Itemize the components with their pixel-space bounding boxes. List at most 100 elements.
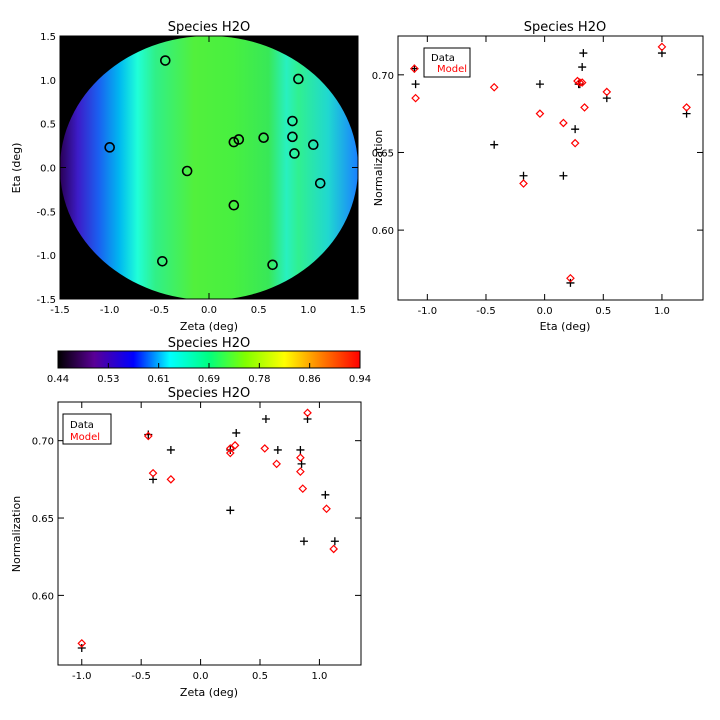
eta-plot-model-point [602, 87, 612, 97]
eta-plot-data-point [411, 80, 420, 89]
map-y-tick-label: -1.0 [36, 251, 56, 262]
zeta-plot-y-tick-label: 0.65 [32, 514, 54, 525]
colorbar-tick-label: 0.86 [299, 374, 321, 385]
eta-plot-x-axis: -1.0 -0.5 0.0 0.5 1.0 [418, 36, 670, 317]
zeta-plot-model-point [322, 504, 331, 514]
eta-plot-frame [397, 35, 704, 301]
zeta-plot-data-point [297, 459, 306, 468]
zeta-legend-box [62, 413, 112, 445]
eta-plot-model-point [580, 103, 589, 112]
map-y-tick-label: -0.5 [36, 207, 56, 218]
eta-plot-title: Species H2O [524, 20, 606, 35]
zeta-plot-ylabel: Normalization [10, 496, 23, 572]
zeta-plot-model-point [166, 475, 176, 484]
zeta-plot-legend: Data Model [62, 413, 112, 445]
map-target-marker [314, 177, 326, 189]
eta-legend-data: Data [431, 53, 455, 64]
zeta-plot-model-point [260, 444, 270, 453]
zeta-plot-data-point [330, 537, 339, 546]
map-y-tick-label: -1.5 [36, 295, 56, 306]
zeta-plot-y-tick-label: 0.60 [32, 591, 54, 602]
map-target-marker [233, 134, 245, 145]
colorbar-tick-label: 0.61 [148, 374, 170, 385]
map-target-marker [307, 139, 319, 151]
zeta-plot-frame [57, 401, 362, 666]
zeta-plot-model-point [143, 431, 153, 441]
eta-plot-points [410, 42, 691, 287]
eta-plot-data-point [559, 171, 568, 180]
eta-plot-model-point [411, 93, 420, 103]
eta-plot-y-tick-label: 0.70 [372, 71, 394, 82]
zeta-plot-data-point [299, 537, 308, 546]
eta-plot-model-point [535, 109, 545, 118]
map-x-tick-label: 1.0 [300, 305, 316, 316]
zeta-plot-model-point [77, 638, 87, 648]
zeta-plot-data-point [321, 490, 330, 499]
zeta-plot-x-tick-label: 0.0 [193, 671, 209, 682]
map-ylabel: Eta (deg) [10, 143, 23, 194]
eta-plot-data-point [519, 171, 528, 180]
zeta-plot-data-point [226, 506, 235, 515]
map-markers [104, 55, 326, 271]
map-target-marker [287, 131, 298, 143]
zeta-plot-panel: Species H2O -1.0 -0.5 0.0 0.5 1.0 0.600.650.… [10, 386, 362, 699]
map-target-marker [267, 259, 278, 271]
zeta-plot-y-tick-label: 0.70 [32, 437, 54, 448]
map-x-tick-label: 0.0 [201, 305, 217, 316]
zeta-plot-x-tick-label: 1.0 [311, 671, 327, 682]
eta-plot-model-point [573, 76, 582, 86]
colorbar-tick-label: 0.53 [97, 374, 119, 385]
map-target-marker [157, 256, 168, 267]
eta-plot-data-point [566, 278, 575, 287]
map-target-marker [258, 132, 269, 143]
map-target-marker [159, 55, 171, 66]
zeta-plot-data-point [232, 428, 241, 437]
map-panel: Species H2O -1.5 -1.0 -0.5 0.0 0.5 1.0 1.5 -1.… [10, 20, 366, 333]
eta-plot-legend: Data Model [423, 47, 471, 78]
map-y-tick-label: 1.0 [40, 76, 56, 87]
zeta-plot-model-point [303, 408, 312, 418]
eta-plot-x-tick-label: 1.0 [654, 306, 670, 317]
eta-plot-xlabel: Eta (deg) [540, 320, 591, 333]
map-target-marker [289, 148, 300, 159]
eta-plot-model-point [566, 273, 575, 283]
map-x-tick-label: 1.5 [350, 305, 366, 316]
zeta-legend-model: Model [70, 432, 100, 443]
zeta-plot-model-point [272, 459, 281, 469]
eta-plot-x-tick-label: -1.0 [418, 306, 438, 317]
eta-plot-data-point [578, 63, 587, 72]
map-x-tick-label: 0.5 [251, 305, 267, 316]
map-xlabel: Zeta (deg) [180, 320, 238, 333]
eta-plot-x-tick-label: 0.5 [595, 306, 611, 317]
zeta-plot-model-point [296, 453, 305, 463]
eta-plot-model-point [657, 42, 667, 52]
eta-plot-model-point [682, 103, 691, 112]
map-y-tick-label: 0.5 [40, 120, 56, 131]
zeta-plot-x-axis: -1.0 -0.5 0.0 0.5 1.0 [72, 402, 327, 682]
zeta-plot-model-point [230, 440, 240, 450]
eta-plot-data-point [571, 125, 580, 134]
map-x-tick-label: -1.0 [100, 305, 120, 316]
zeta-plot-model-point [296, 467, 305, 476]
zeta-plot-y-axis: 0.60 0.65 0.70 [32, 437, 361, 602]
zeta-legend-data: Data [70, 420, 94, 431]
map-y-tick-label: 0.0 [40, 164, 56, 175]
eta-plot-panel: Species H2O -1.0 -0.5 0.0 0.5 1.0 0.600.650.… [372, 20, 704, 333]
eta-plot-model-point [570, 138, 580, 148]
colorbar-tick-label: 0.78 [248, 374, 270, 385]
eta-plot-data-point [490, 140, 499, 149]
zeta-plot-model-point [298, 484, 308, 493]
map-target-marker [228, 199, 240, 211]
eta-plot-y-tick-label: 0.65 [372, 148, 394, 159]
colorbar-panel: Species H2O 0.44 0.53 0.61 0.69 0.78 0.86 0.94 [47, 336, 371, 385]
zeta-plot-data-point [261, 415, 270, 424]
map-target-marker [287, 115, 298, 127]
eta-legend-box [423, 47, 471, 78]
map-title: Species H2O [168, 20, 250, 35]
map-x-axis: -1.5 -1.0 -0.5 0.0 0.5 1.0 1.5 [50, 36, 366, 316]
map-target-marker [293, 73, 304, 85]
colorbar-axis: 0.44 0.53 0.61 0.69 0.78 0.86 0.94 [47, 363, 371, 385]
eta-plot-model-point [410, 64, 419, 73]
zeta-plot-data-point [273, 445, 282, 454]
